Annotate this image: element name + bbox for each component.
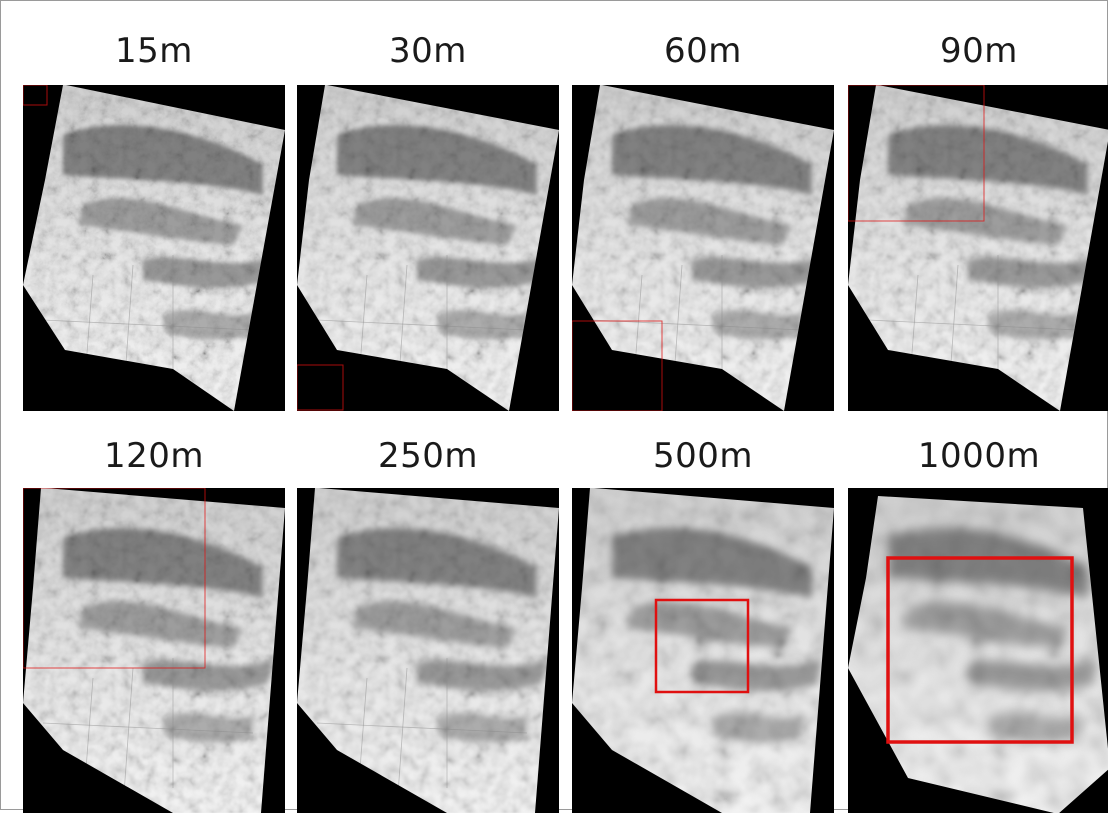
highlight-box: [848, 85, 985, 222]
panel-label-60m: 60m: [664, 31, 742, 71]
highlight-box: [572, 320, 663, 411]
highlight-box: [23, 85, 48, 106]
satellite-image-1000m: [848, 488, 1108, 813]
panel-label-120m: 120m: [103, 436, 204, 476]
panel-label-500m: 500m: [652, 436, 753, 476]
panel-label-90m: 90m: [940, 31, 1018, 71]
satellite-image-120m: [23, 488, 285, 813]
panel-label-1000m: 1000m: [917, 436, 1041, 476]
satellite-image-60m: [572, 85, 834, 411]
panel-label-15m: 15m: [115, 31, 193, 71]
highlight-box: [886, 556, 1074, 744]
panel-label-30m: 30m: [389, 31, 467, 71]
highlight-box: [297, 364, 344, 411]
satellite-image-90m: [848, 85, 1108, 411]
highlight-box: [23, 488, 206, 669]
satellite-image-500m: [572, 488, 834, 813]
satellite-image-250m: [297, 488, 559, 813]
highlight-box: [654, 598, 750, 694]
satellite-image-30m: [297, 85, 559, 411]
panel-label-250m: 250m: [377, 436, 478, 476]
satellite-image-15m: [23, 85, 285, 411]
